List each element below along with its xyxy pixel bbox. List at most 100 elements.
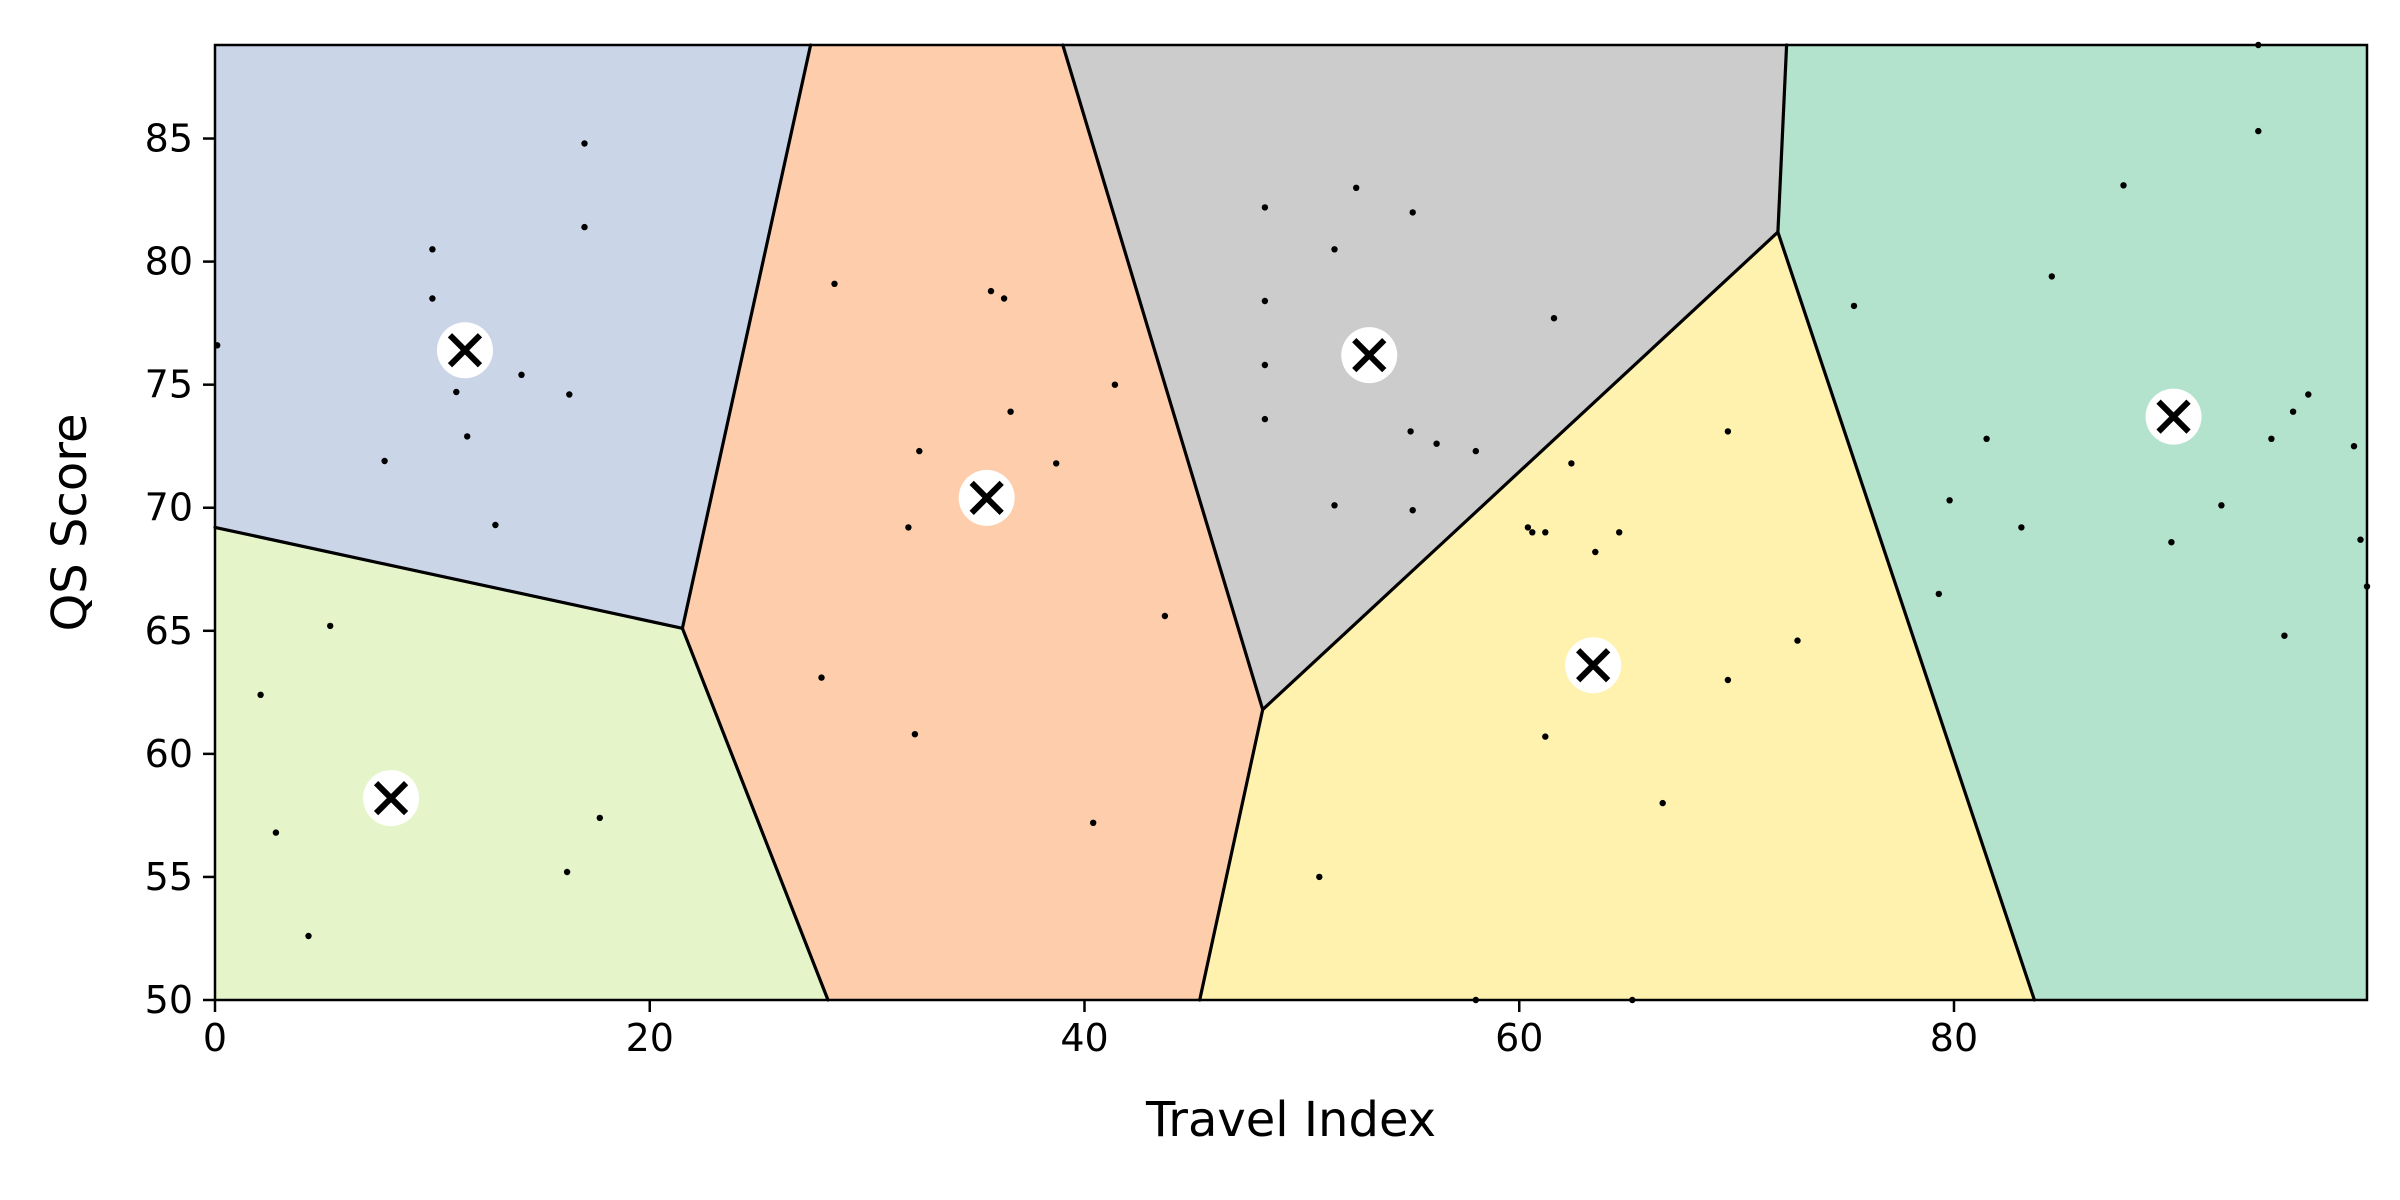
data-point — [1850, 302, 1858, 310]
data-point — [464, 433, 471, 440]
data-point — [1568, 460, 1575, 467]
data-point — [2048, 273, 2055, 280]
data-point — [429, 246, 436, 253]
data-point — [1592, 548, 1599, 556]
data-points — [214, 41, 2371, 1004]
x-axis-ticks: 0 20 40 60 80 — [203, 1000, 1978, 1060]
centroid-marker-6 — [2145, 388, 2202, 445]
data-point — [1472, 447, 1480, 455]
data-point — [1007, 408, 1014, 415]
x-tick-label: 40 — [1060, 1016, 1108, 1060]
data-point — [1261, 415, 1269, 423]
data-point — [2350, 443, 2358, 450]
y-tick-label: 65 — [145, 609, 193, 653]
data-point — [905, 524, 912, 531]
data-point — [1542, 733, 1549, 740]
data-point — [1409, 209, 1416, 216]
data-point — [272, 829, 280, 836]
data-point — [1550, 315, 1558, 322]
data-point — [1261, 204, 1269, 211]
cluster-boundary-line — [680, 626, 830, 1002]
data-point — [1946, 497, 1953, 504]
centroid-marker-3 — [958, 469, 1015, 526]
data-point — [1353, 184, 1360, 191]
data-point — [563, 868, 571, 876]
centroid-x-icon — [447, 333, 483, 368]
data-point — [305, 932, 312, 940]
x-tick-label: 80 — [1930, 1016, 1978, 1060]
x-tick-label: 0 — [203, 1016, 227, 1060]
centroid-x-icon — [373, 781, 409, 816]
y-tick-label: 70 — [145, 486, 193, 530]
cluster-boundaries — [213, 43, 2037, 1002]
data-point — [1161, 612, 1169, 620]
data-point — [1331, 246, 1338, 253]
data-point — [1724, 676, 1732, 684]
x-tick-label: 60 — [1495, 1016, 1543, 1060]
data-point — [1983, 435, 1990, 442]
cluster-boundary-line — [1776, 43, 1789, 234]
cluster-region-6 — [1777, 45, 2367, 1000]
data-point — [1111, 381, 1119, 388]
x-axis-label: Travel Index — [1145, 1092, 1436, 1148]
data-point — [2305, 391, 2312, 398]
data-point — [2120, 182, 2127, 189]
y-axis-label: QS Score — [42, 414, 98, 632]
y-tick-label: 85 — [145, 117, 193, 161]
data-point — [1724, 428, 1732, 435]
centroid-marker-1 — [436, 322, 493, 379]
y-axis-ticks: 50 55 60 65 70 75 80 85 — [145, 117, 215, 1022]
data-point — [2255, 127, 2262, 135]
data-point — [1316, 873, 1323, 881]
data-point — [1616, 529, 1623, 536]
data-point — [596, 814, 603, 822]
data-point — [2281, 632, 2288, 639]
data-point — [1433, 440, 1440, 447]
y-tick-label: 60 — [145, 732, 193, 776]
data-point — [1409, 507, 1416, 514]
data-point — [1542, 529, 1549, 536]
data-point — [2018, 524, 2025, 531]
data-point — [1261, 297, 1269, 305]
centroid-marker-4 — [1341, 327, 1398, 384]
data-point — [2357, 536, 2364, 543]
cluster-boundary-line — [1776, 230, 2037, 1002]
data-point — [987, 287, 995, 295]
centroid-marker-2 — [363, 770, 420, 827]
cluster-region-3 — [682, 45, 1263, 1000]
data-point — [1407, 428, 1414, 435]
data-point — [2168, 539, 2175, 546]
data-point — [1529, 529, 1536, 536]
centroid-x-icon — [1576, 648, 1611, 683]
x-tick-label: 20 — [626, 1016, 674, 1060]
data-point — [1090, 819, 1097, 826]
data-point — [1261, 361, 1269, 369]
data-point — [327, 622, 334, 630]
data-point — [831, 280, 838, 287]
data-point — [381, 457, 388, 465]
y-tick-label: 80 — [145, 240, 193, 284]
centroid-x-icon — [1352, 338, 1387, 373]
data-point — [1659, 799, 1666, 807]
cluster-boundary-line — [1061, 43, 1265, 712]
data-point — [581, 223, 588, 231]
data-point — [2289, 408, 2297, 415]
y-tick-label: 75 — [145, 363, 193, 407]
data-point — [818, 674, 825, 681]
cluster-region-2 — [215, 527, 828, 1000]
cluster-boundary-line — [680, 43, 813, 630]
plot-frame — [213, 43, 2369, 1002]
data-point — [1331, 502, 1338, 509]
data-point — [1000, 295, 1008, 302]
data-point — [2268, 435, 2275, 442]
data-point — [1524, 524, 1532, 531]
centroid-marker-5 — [1565, 637, 1622, 694]
cluster-region-1 — [215, 45, 811, 629]
cluster-region-5 — [1199, 232, 2035, 1001]
data-point — [492, 521, 499, 529]
y-tick-label: 50 — [145, 978, 193, 1022]
cluster-regions — [215, 45, 2367, 1001]
data-point — [1794, 637, 1801, 644]
